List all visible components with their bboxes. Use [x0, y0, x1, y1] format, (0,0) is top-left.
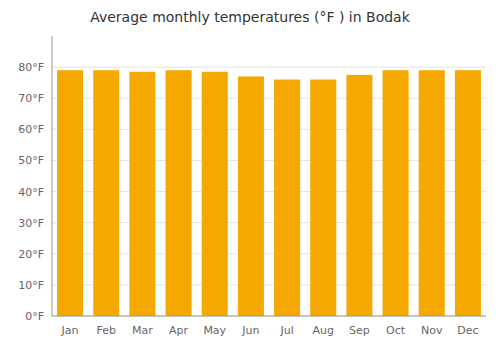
- x-tick-label: Jan: [61, 324, 79, 337]
- chart-container: Average monthly temperatures (°F ) in Bo…: [0, 0, 500, 350]
- bar: [57, 70, 83, 316]
- grid: [52, 67, 486, 316]
- x-axis-line: [52, 316, 486, 317]
- bar: [274, 80, 300, 316]
- x-tick-label: Nov: [421, 324, 443, 337]
- x-tick-label: Jun: [241, 324, 259, 337]
- x-tick-label: Apr: [169, 324, 189, 337]
- bar: [383, 70, 409, 316]
- x-tick-label: Jul: [279, 324, 293, 337]
- y-tick-label: 40°F: [18, 186, 44, 199]
- x-tick-label: Mar: [132, 324, 153, 337]
- y-tick-label: 30°F: [18, 217, 44, 230]
- y-tick-label: 10°F: [18, 279, 44, 292]
- x-tick-label: Sep: [349, 324, 370, 337]
- bar: [129, 72, 155, 316]
- title: Average monthly temperatures (°F ) in Bo…: [90, 9, 410, 25]
- x-tick-label: Aug: [313, 324, 334, 337]
- bar: [346, 75, 372, 316]
- y-tick-label: 50°F: [18, 154, 44, 167]
- x-tick-label: May: [203, 324, 226, 337]
- bar: [202, 72, 228, 316]
- y-tick-label: 0°F: [25, 310, 44, 323]
- grid-line: [52, 316, 486, 317]
- x-tick-label: Dec: [457, 324, 478, 337]
- y-tick-label: 70°F: [18, 92, 44, 105]
- y-tick-label: 80°F: [18, 61, 44, 74]
- y-axis-line: [52, 36, 53, 316]
- chart: Average monthly temperatures (°F ) in Bo…: [0, 0, 500, 350]
- bars: [57, 70, 481, 316]
- y-tick-label: 60°F: [18, 123, 44, 136]
- bar: [310, 80, 336, 316]
- bar: [166, 70, 192, 316]
- bar: [419, 70, 445, 316]
- y-tick-label: 20°F: [18, 248, 44, 261]
- bar: [93, 70, 119, 316]
- bar: [238, 76, 264, 316]
- x-tick-label: Feb: [97, 324, 116, 337]
- grid-line: [52, 67, 486, 68]
- bar: [455, 70, 481, 316]
- x-tick-label: Oct: [386, 324, 406, 337]
